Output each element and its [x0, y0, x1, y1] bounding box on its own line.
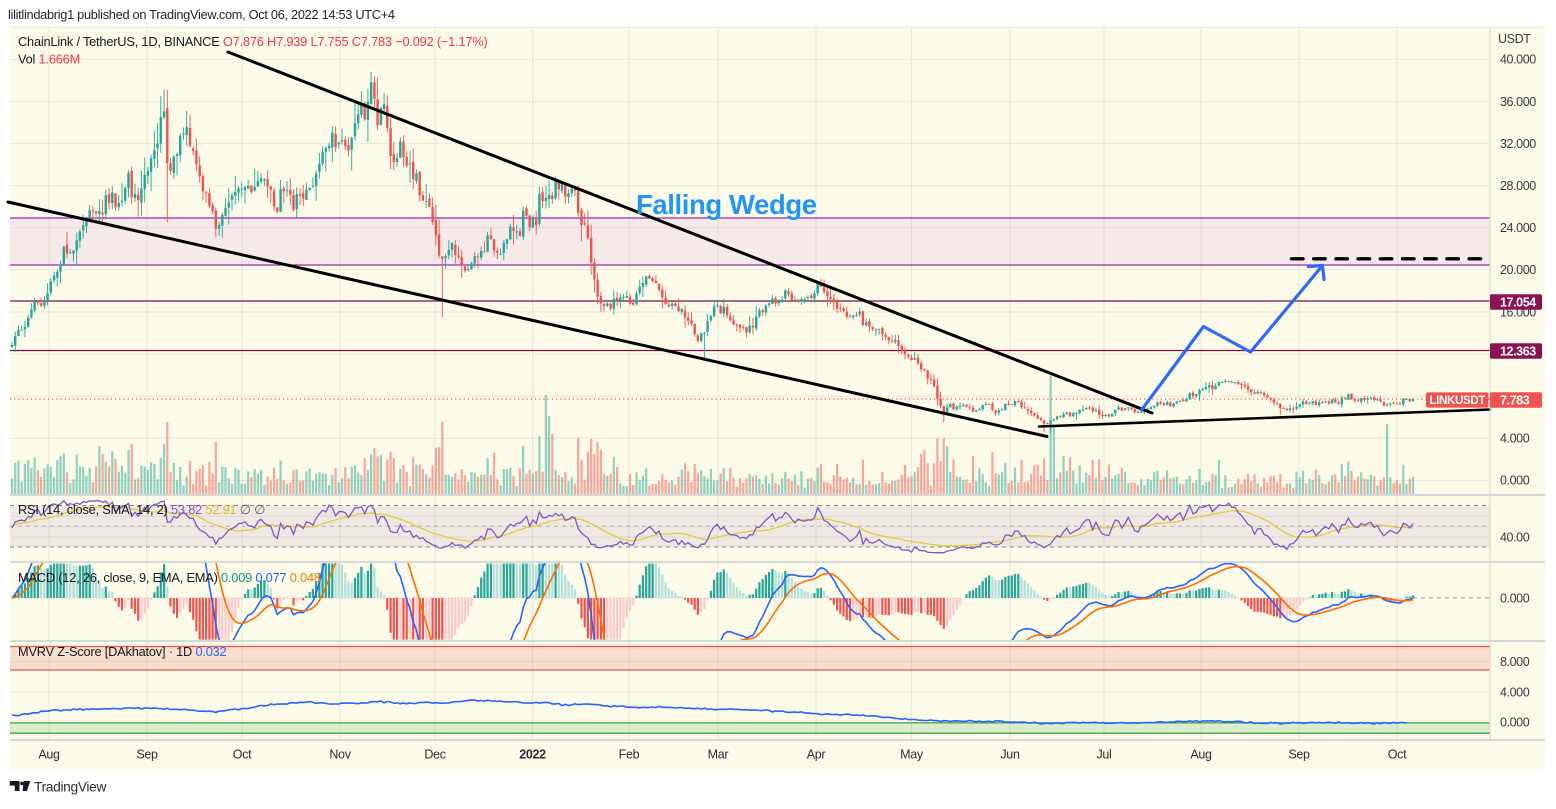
svg-text:4.000: 4.000 [1500, 685, 1530, 699]
svg-text:28.000: 28.000 [1500, 179, 1536, 193]
svg-text:0.000: 0.000 [1500, 474, 1530, 488]
svg-text:May: May [900, 748, 924, 762]
svg-text:ChainLink / TetherUS, 1D, BINA: ChainLink / TetherUS, 1D, BINANCE O7.876… [18, 34, 488, 49]
svg-text:lilitlindabrig1 published on T: lilitlindabrig1 published on TradingView… [8, 7, 395, 22]
svg-text:17.054: 17.054 [1500, 295, 1536, 309]
svg-text:24.000: 24.000 [1500, 221, 1536, 235]
svg-text:7.783: 7.783 [1500, 393, 1530, 407]
svg-text:2022: 2022 [519, 748, 546, 762]
svg-text:USDT: USDT [1498, 32, 1531, 46]
svg-text:40.00: 40.00 [1500, 530, 1530, 544]
svg-text:36.000: 36.000 [1500, 95, 1536, 109]
svg-text:20.000: 20.000 [1500, 263, 1536, 277]
svg-text:RSI (14, close, SMA, 14, 2) 53: RSI (14, close, SMA, 14, 2) 53.82 52.91 … [18, 502, 265, 517]
svg-text:Aug: Aug [38, 748, 60, 762]
svg-text:Jul: Jul [1096, 748, 1111, 762]
svg-text:MVRV Z-Score [DAkhatov] · 1D 0: MVRV Z-Score [DAkhatov] · 1D 0.032 [18, 644, 227, 659]
svg-text:Jun: Jun [1000, 748, 1020, 762]
svg-text:32.000: 32.000 [1500, 137, 1536, 151]
svg-text:Oct: Oct [1388, 748, 1407, 762]
svg-text:4.000: 4.000 [1500, 432, 1530, 446]
svg-text:Aug: Aug [1190, 748, 1212, 762]
svg-text:12.363: 12.363 [1500, 344, 1536, 358]
svg-text:8.000: 8.000 [1500, 655, 1530, 669]
svg-text:TradingView: TradingView [34, 780, 106, 795]
svg-text:LINKUSDT: LINKUSDT [1429, 395, 1485, 407]
svg-text:Feb: Feb [619, 748, 640, 762]
svg-text:Vol 1.666M: Vol 1.666M [18, 52, 80, 67]
svg-text:Oct: Oct [233, 748, 252, 762]
svg-text:Falling Wedge: Falling Wedge [636, 189, 817, 220]
svg-text:Sep: Sep [136, 748, 158, 762]
svg-text:MACD (12, 26, close, 9, EMA, E: MACD (12, 26, close, 9, EMA, EMA) 0.009 … [18, 570, 321, 585]
svg-text:0.000: 0.000 [1500, 716, 1530, 730]
svg-text:Sep: Sep [1288, 748, 1310, 762]
svg-text:40.000: 40.000 [1500, 53, 1536, 67]
svg-text:Dec: Dec [424, 748, 445, 762]
svg-text:Apr: Apr [807, 748, 826, 762]
svg-text:0.000: 0.000 [1500, 591, 1530, 605]
svg-text:Mar: Mar [708, 748, 729, 762]
svg-text:Nov: Nov [329, 748, 351, 762]
